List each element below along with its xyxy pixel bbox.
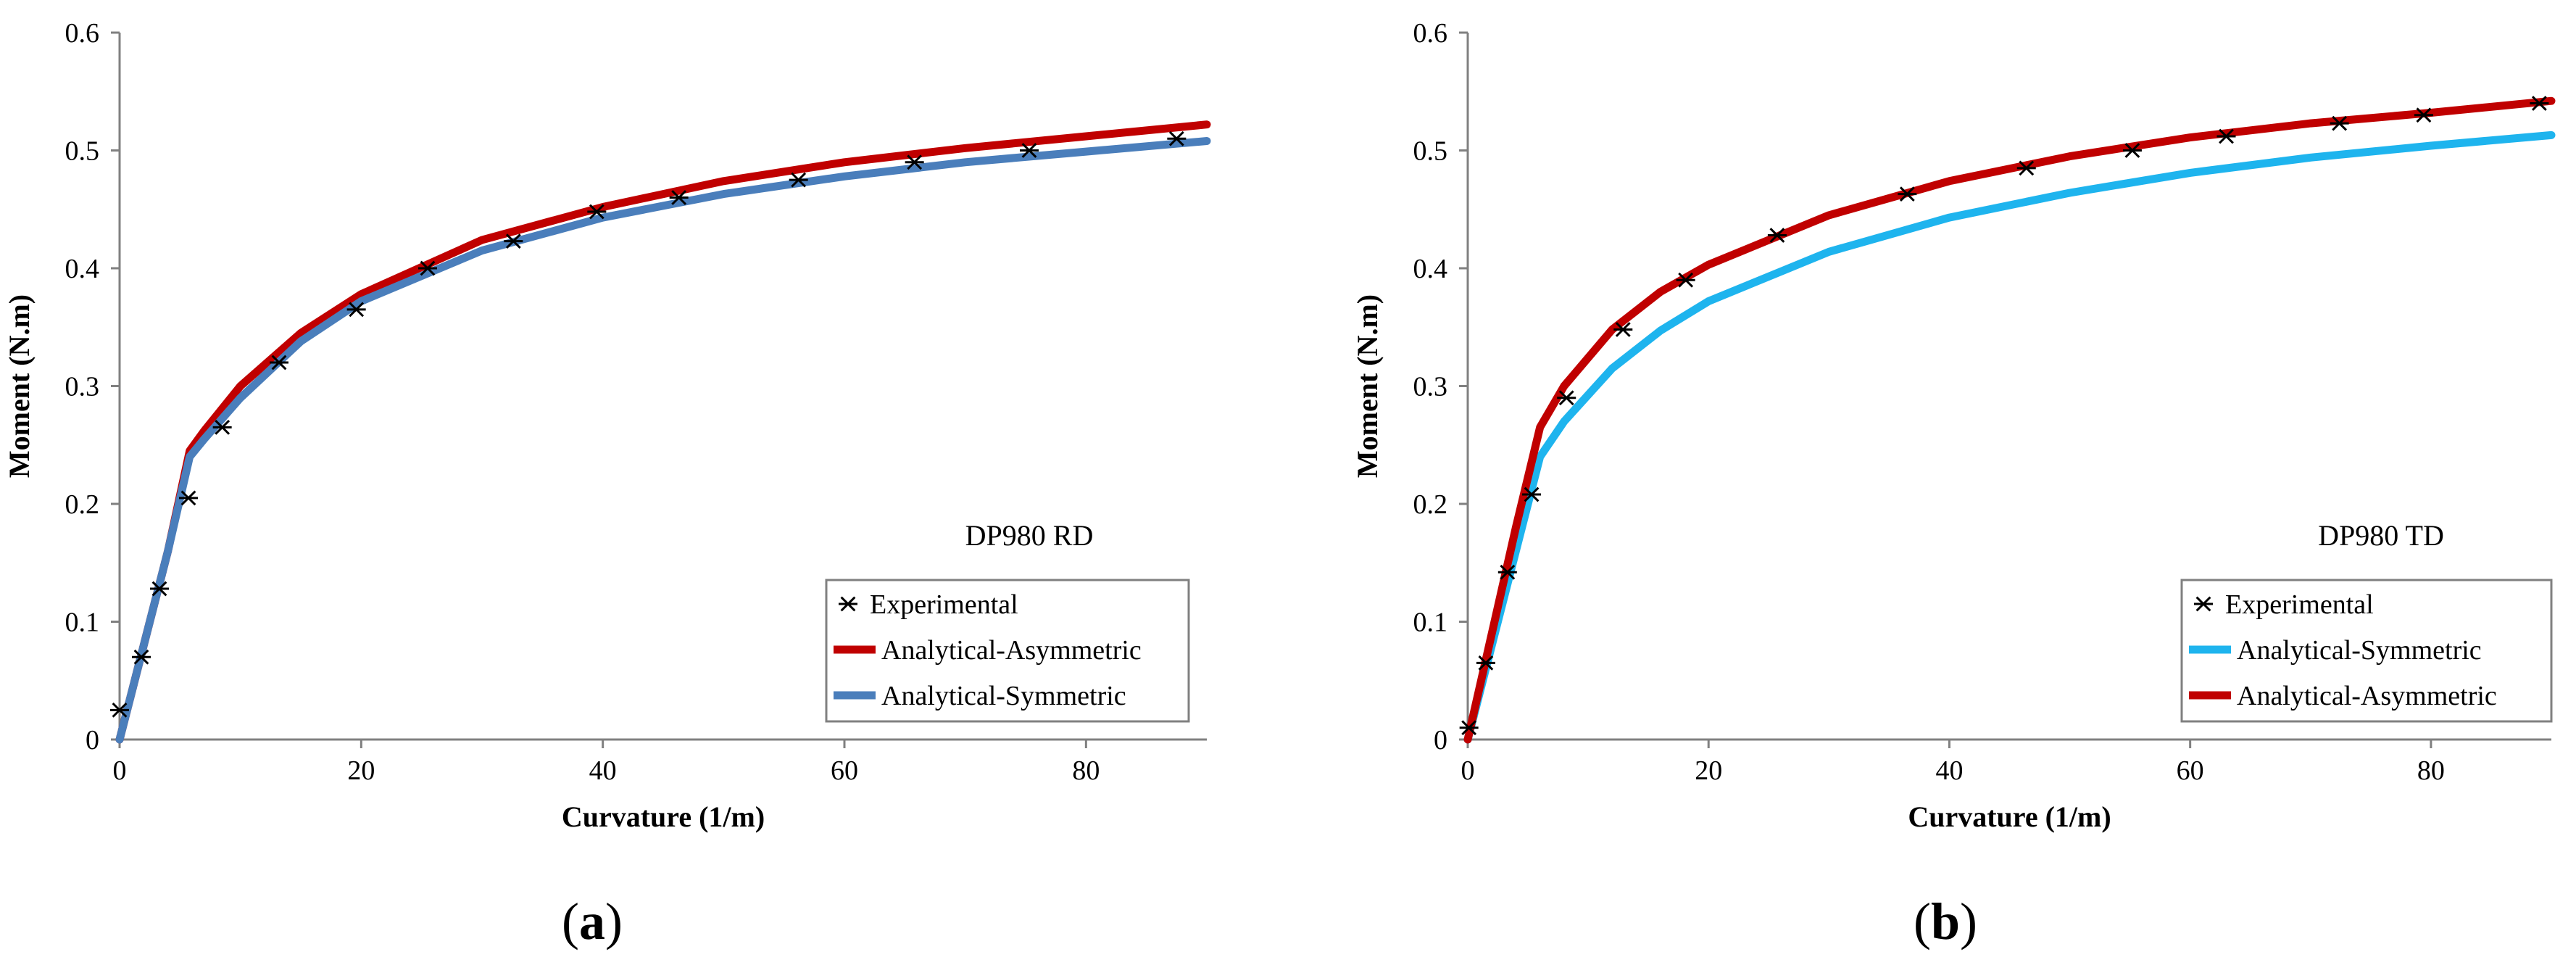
legend-entry: Analytical-Asymmetric	[881, 635, 1142, 666]
panel-label-b: (b)	[1914, 892, 1978, 950]
legend-entry: Analytical-Asymmetric	[2237, 681, 2497, 711]
experimental-point	[789, 172, 808, 188]
legend-entry: Analytical-Symmetric	[881, 681, 1126, 711]
experimental-point	[270, 355, 288, 370]
x-tick-label: 80	[2417, 755, 2445, 786]
y-tick-label: 0	[86, 725, 99, 755]
y-tick-label: 0.5	[65, 136, 100, 167]
experimental-point	[110, 702, 129, 718]
experimental-point	[1497, 564, 1517, 580]
experimental-point	[418, 260, 437, 276]
legend-marker-experimental	[2194, 596, 2213, 612]
experimental-point	[1557, 390, 1576, 406]
experimental-point	[1020, 143, 1039, 158]
x-tick-label: 0	[1461, 755, 1475, 786]
y-tick-label: 0.4	[65, 254, 100, 284]
experimental-point	[2122, 143, 2142, 158]
chart-annotation: DP980 RD	[965, 519, 1094, 552]
y-tick-label: 0.5	[1413, 136, 1448, 167]
experimental-point	[1898, 186, 1917, 202]
x-tick-label: 60	[2177, 755, 2204, 786]
x-tick-label: 80	[1072, 755, 1100, 786]
x-tick-label: 40	[1935, 755, 1963, 786]
y-tick-label: 0.4	[1413, 254, 1448, 284]
experimental-point	[2414, 107, 2433, 123]
x-tick-label: 20	[1695, 755, 1722, 786]
y-tick-label: 0.1	[1413, 608, 1448, 638]
experimental-point	[1459, 720, 1479, 736]
panel-label-a: (a)	[562, 892, 623, 950]
experimental-point	[132, 649, 151, 665]
legend-entry: Experimental	[2225, 589, 2374, 620]
experimental-point	[1522, 486, 1542, 502]
experimental-point	[346, 302, 366, 318]
experimental-point	[669, 190, 689, 205]
x-tick-label: 40	[589, 755, 617, 786]
experimental-point	[2330, 115, 2349, 131]
experimental-point	[905, 154, 924, 170]
y-tick-label: 0.6	[65, 18, 100, 49]
y-axis-title: Moment (N.m)	[3, 294, 36, 478]
chart-annotation: DP980 TD	[2318, 519, 2444, 552]
y-tick-label: 0.6	[1413, 18, 1448, 49]
y-tick-label: 0.2	[65, 489, 100, 520]
experimental-point	[2216, 128, 2236, 144]
legend-box	[2180, 579, 2553, 723]
y-tick-label: 0.2	[1413, 489, 1448, 520]
experimental-point	[504, 233, 523, 249]
experimental-point	[1613, 322, 1633, 337]
series-line-analytical-symmetric	[115, 137, 1211, 744]
x-axis-title: Curvature (1/m)	[562, 800, 765, 833]
series-line-analytical-symmetric	[1463, 131, 2556, 744]
experimental-point	[179, 490, 198, 506]
legend-marker-experimental	[839, 596, 857, 612]
y-tick-label: 0.1	[65, 608, 100, 638]
experimental-point	[1767, 228, 1787, 243]
experimental-point	[150, 581, 169, 597]
x-tick-label: 20	[347, 755, 375, 786]
experimental-point	[2530, 96, 2549, 111]
legend-entry: Analytical-Symmetric	[2237, 635, 2482, 666]
x-tick-label: 0	[113, 755, 127, 786]
experimental-point	[212, 419, 232, 435]
experimental-point	[2016, 160, 2036, 176]
legend: Experimental Analytical-Symmetric Analytic…	[2180, 579, 2553, 723]
chart-panel-b: 0 0.1 0.2 0.3 0.4 0.5 0.6 0 20 40 60 80 Curvature (1…	[1351, 18, 2556, 833]
y-axis-title: Moment (N.m)	[1351, 294, 1384, 478]
y-tick-label: 0.3	[1413, 372, 1448, 402]
x-axis-title: Curvature (1/m)	[1908, 800, 2111, 833]
legend: Experimental Analytical-Asymmetric Analyti…	[825, 579, 1190, 723]
legend-box	[825, 579, 1190, 723]
experimental-point	[587, 204, 607, 220]
experimental-point	[1676, 272, 1695, 288]
y-tick-label: 0	[1434, 725, 1447, 755]
legend-entry: Experimental	[870, 589, 1018, 620]
experimental-point	[1476, 655, 1495, 671]
experimental-point	[1167, 131, 1187, 146]
x-tick-label: 60	[831, 755, 858, 786]
chart-panel-a: 0 0.1 0.2 0.3 0.4 0.5 0.6 0 20 40 60 80 Curvature (1…	[3, 18, 1211, 833]
y-tick-label: 0.3	[65, 372, 100, 402]
